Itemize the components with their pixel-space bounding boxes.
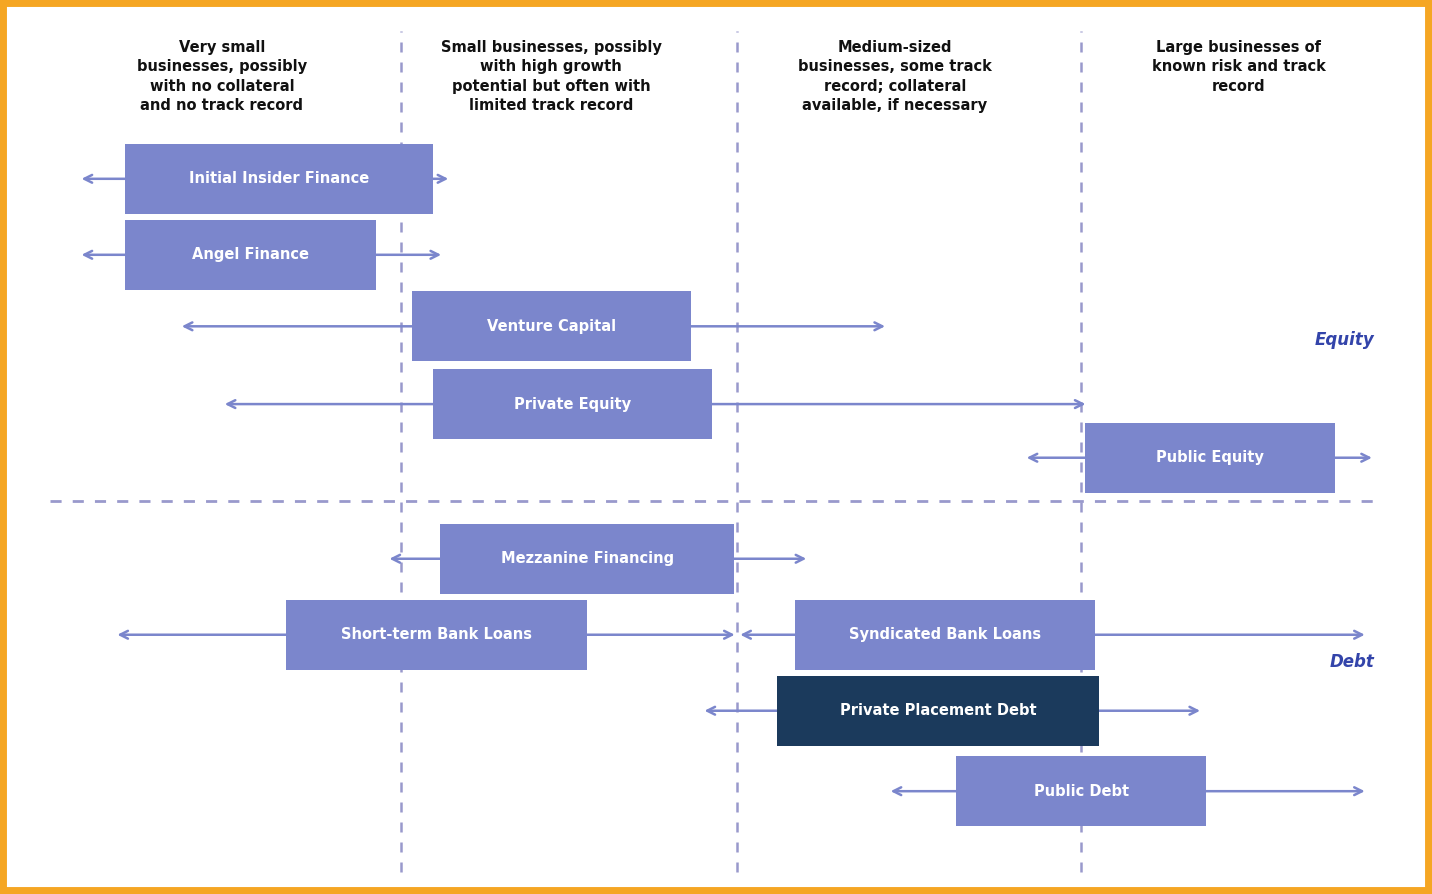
- Text: Short-term Bank Loans: Short-term Bank Loans: [341, 628, 533, 642]
- Text: Syndicated Bank Loans: Syndicated Bank Loans: [849, 628, 1041, 642]
- Text: Large businesses of
known risk and track
record: Large businesses of known risk and track…: [1151, 40, 1326, 94]
- FancyBboxPatch shape: [286, 600, 587, 670]
- FancyBboxPatch shape: [17, 11, 1415, 883]
- FancyBboxPatch shape: [412, 291, 690, 361]
- Text: Venture Capital: Venture Capital: [487, 319, 616, 333]
- FancyBboxPatch shape: [125, 220, 375, 290]
- Text: Public Debt: Public Debt: [1034, 784, 1128, 798]
- Text: Initial Insider Finance: Initial Insider Finance: [189, 172, 369, 186]
- FancyBboxPatch shape: [957, 756, 1206, 826]
- FancyBboxPatch shape: [126, 144, 432, 214]
- Text: Very small
businesses, possibly
with no collateral
and no track record: Very small businesses, possibly with no …: [137, 40, 306, 113]
- FancyBboxPatch shape: [776, 676, 1100, 746]
- FancyBboxPatch shape: [441, 524, 733, 594]
- FancyBboxPatch shape: [795, 600, 1095, 670]
- FancyBboxPatch shape: [432, 369, 713, 439]
- FancyBboxPatch shape: [1085, 423, 1335, 493]
- Text: Private Equity: Private Equity: [514, 397, 632, 411]
- Text: Equity: Equity: [1315, 331, 1375, 349]
- Text: Public Equity: Public Equity: [1156, 451, 1264, 465]
- Text: Debt: Debt: [1330, 653, 1375, 670]
- Text: Medium-sized
businesses, some track
record; collateral
available, if necessary: Medium-sized businesses, some track reco…: [798, 40, 992, 113]
- Text: Small businesses, possibly
with high growth
potential but often with
limited tra: Small businesses, possibly with high gro…: [441, 40, 662, 113]
- Text: Private Placement Debt: Private Placement Debt: [839, 704, 1037, 718]
- Text: Mezzanine Financing: Mezzanine Financing: [501, 552, 673, 566]
- Text: Angel Finance: Angel Finance: [192, 248, 309, 262]
